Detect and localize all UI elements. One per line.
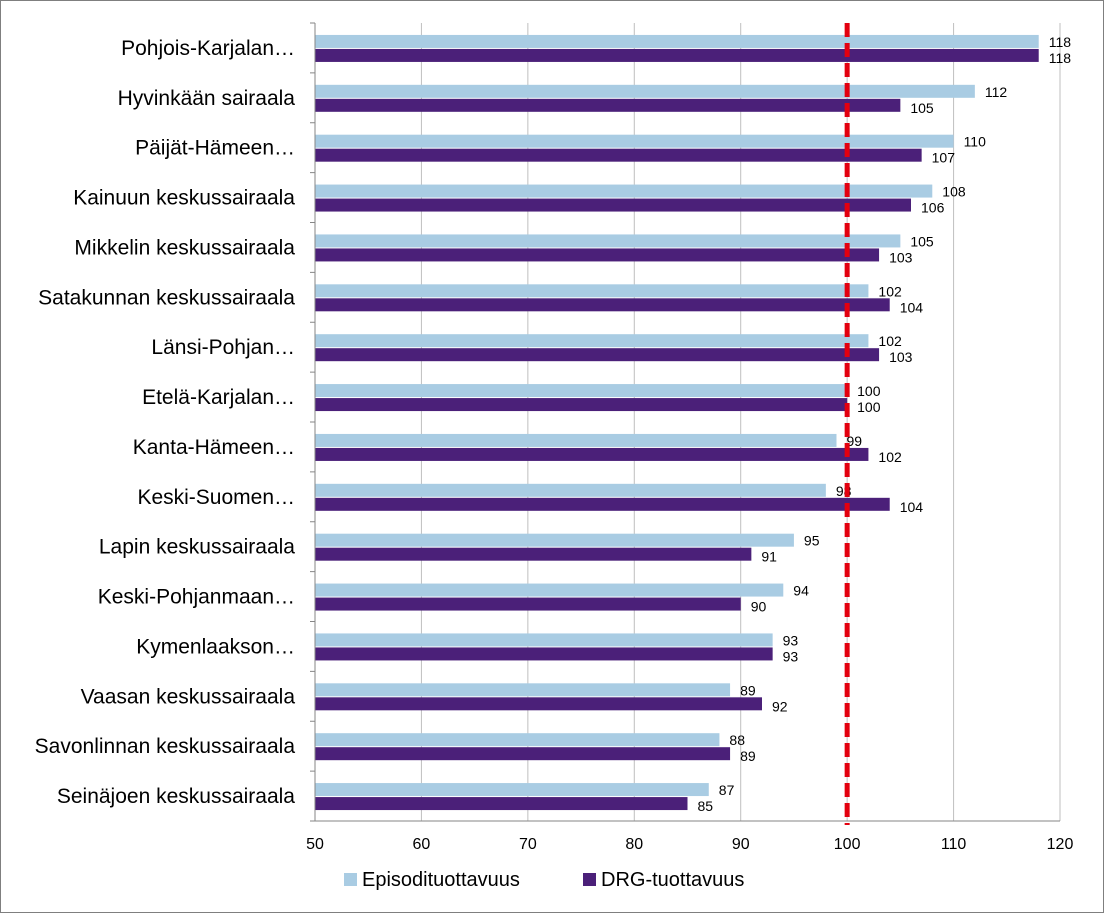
data-label-drg-tuottavuus: 100	[857, 399, 881, 415]
category-label: Päijät-Hämeen…	[135, 137, 295, 160]
bar-drg-tuottavuus	[315, 497, 890, 511]
data-label-drg-tuottavuus: 103	[889, 349, 913, 365]
bar-episodituottavuus	[315, 184, 933, 198]
bar-drg-tuottavuus	[315, 48, 1039, 62]
bar-episodituottavuus	[315, 633, 773, 647]
data-label-drg-tuottavuus: 93	[783, 648, 799, 664]
bar-drg-tuottavuus	[315, 248, 880, 262]
bar-drg-tuottavuus	[315, 447, 869, 461]
x-tick-label: 90	[732, 836, 750, 853]
bar-episodituottavuus	[315, 384, 848, 398]
category-label: Kainuun keskussairaala	[73, 187, 295, 210]
bar-episodituottavuus	[315, 234, 901, 248]
category-label: Etelä-Karjalan…	[142, 386, 295, 409]
bar-episodituottavuus	[315, 433, 837, 447]
legend-swatch-drg-tuottavuus	[583, 873, 596, 886]
data-label-episodituottavuus: 102	[878, 333, 902, 349]
data-label-drg-tuottavuus: 85	[698, 798, 714, 814]
bar-episodituottavuus	[315, 483, 826, 497]
category-label: Länsi-Pohjan…	[151, 336, 295, 359]
data-label-episodituottavuus: 95	[804, 533, 820, 549]
data-label-episodituottavuus: 110	[964, 134, 987, 150]
bar-episodituottavuus	[315, 34, 1039, 48]
bar-drg-tuottavuus	[315, 597, 741, 611]
bar-drg-tuottavuus	[315, 98, 901, 112]
category-label: Seinäjoen keskussairaala	[57, 785, 295, 808]
bar-drg-tuottavuus	[315, 747, 731, 761]
category-label: Kymenlaakson…	[136, 635, 295, 658]
bar-episodituottavuus	[315, 334, 869, 348]
data-label-episodituottavuus: 88	[729, 732, 745, 748]
bar-drg-tuottavuus	[315, 647, 773, 661]
bar-episodituottavuus	[315, 583, 784, 597]
x-tick-label: 80	[625, 836, 643, 853]
bar-episodituottavuus	[315, 733, 720, 747]
bar-drg-tuottavuus	[315, 198, 911, 212]
data-label-episodituottavuus: 112	[985, 84, 1008, 100]
bar-drg-tuottavuus	[315, 298, 890, 312]
bar-drg-tuottavuus	[315, 697, 762, 711]
x-tick-label: 60	[413, 836, 431, 853]
data-label-drg-tuottavuus: 106	[921, 200, 945, 216]
data-label-episodituottavuus: 99	[847, 433, 863, 449]
data-label-drg-tuottavuus: 90	[751, 599, 767, 615]
bars	[315, 34, 1039, 811]
category-label: Lapin keskussairaala	[99, 536, 295, 559]
legend: Episodituottavuus DRG-tuottavuus	[344, 869, 744, 891]
x-tick-label: 50	[306, 836, 324, 853]
data-label-episodituottavuus: 94	[793, 583, 809, 599]
bar-episodituottavuus	[315, 783, 709, 797]
bar-drg-tuottavuus	[315, 398, 848, 412]
data-label-drg-tuottavuus: 89	[740, 748, 756, 764]
x-tick-label: 110	[941, 836, 967, 853]
data-label-drg-tuottavuus: 105	[910, 100, 934, 116]
bar-episodituottavuus	[315, 134, 954, 148]
category-label: Satakunnan keskussairaala	[38, 286, 295, 309]
bar-episodituottavuus	[315, 683, 731, 697]
data-label-drg-tuottavuus: 104	[900, 299, 924, 315]
category-label: Kanta-Hämeen…	[133, 436, 295, 459]
data-label-episodituottavuus: 93	[783, 632, 799, 648]
data-label-drg-tuottavuus: 102	[878, 449, 902, 465]
category-label: Mikkelin keskussairaala	[74, 236, 295, 259]
category-label: Keski-Pohjanmaan…	[98, 586, 295, 609]
x-tick-label: 70	[519, 836, 537, 853]
axes: 50 60 70 80 90 100 110 120 Pohjois-Karjalan… Hyvi…	[35, 22, 1074, 853]
data-label-drg-tuottavuus: 107	[932, 150, 956, 166]
data-label-episodituottavuus: 108	[942, 184, 966, 200]
data-label-episodituottavuus: 118	[1049, 34, 1072, 50]
bar-episodituottavuus	[315, 284, 869, 298]
bar-episodituottavuus	[315, 84, 975, 98]
bar-drg-tuottavuus	[315, 547, 752, 561]
data-label-episodituottavuus: 105	[910, 233, 934, 249]
bar-drg-tuottavuus	[315, 148, 922, 162]
data-label-episodituottavuus: 102	[878, 283, 902, 299]
x-tick-label: 120	[1047, 836, 1074, 853]
bar-drg-tuottavuus	[315, 797, 688, 811]
data-label-episodituottavuus: 100	[857, 383, 881, 399]
data-label-drg-tuottavuus: 92	[772, 698, 788, 714]
category-label: Hyvinkään sairaala	[118, 87, 296, 110]
category-label: Vaasan keskussairaala	[81, 685, 296, 708]
x-tick-label: 100	[834, 836, 861, 853]
legend-label-episodituottavuus: Episodituottavuus	[362, 869, 520, 891]
data-label-drg-tuottavuus: 91	[761, 549, 777, 565]
legend-label-drg-tuottavuus: DRG-tuottavuus	[601, 869, 744, 891]
legend-swatch-episodituottavuus	[344, 873, 357, 886]
data-label-episodituottavuus: 89	[740, 682, 756, 698]
data-label-drg-tuottavuus: 103	[889, 249, 913, 265]
data-labels: 1181181121051101071081061051031021041021…	[698, 34, 1072, 814]
data-label-drg-tuottavuus: 104	[900, 499, 924, 515]
category-label: Keski-Suomen…	[137, 486, 295, 509]
data-label-drg-tuottavuus: 118	[1049, 50, 1072, 66]
bar-drg-tuottavuus	[315, 348, 880, 362]
bar-episodituottavuus	[315, 533, 794, 547]
data-label-episodituottavuus: 87	[719, 782, 735, 798]
category-label: Pohjois-Karjalan…	[121, 37, 295, 60]
category-label: Savonlinnan keskussairaala	[35, 735, 296, 758]
